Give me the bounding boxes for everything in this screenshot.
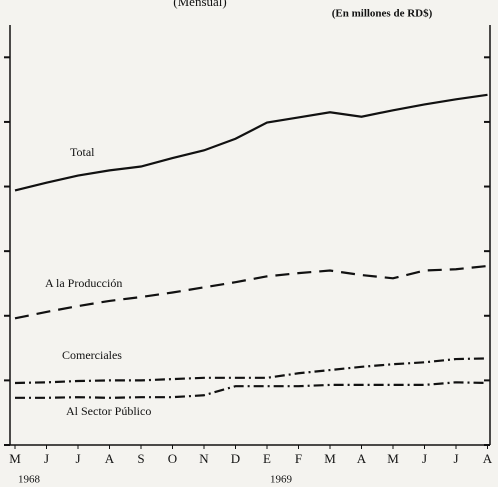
series-label: Al Sector Público: [66, 404, 151, 418]
x-tick-label: A: [483, 451, 493, 466]
x-tick-label: N: [199, 451, 209, 466]
x-tick-label: M: [387, 451, 399, 466]
x-tick-label: E: [263, 451, 271, 466]
line-series: [14, 357, 488, 385]
series-label: Comerciales: [62, 348, 122, 362]
chart-subtitle: (En millones de RD$): [332, 8, 433, 20]
x-tick-label: F: [295, 451, 302, 466]
x-tick-label: A: [105, 451, 115, 466]
line-series: [14, 264, 488, 320]
line-series: [14, 93, 488, 192]
x-tick-label: J: [44, 451, 49, 466]
x-tick-label: J: [453, 451, 458, 466]
year-label: 1968: [18, 474, 41, 486]
line-series: [15, 381, 488, 399]
year-label: 1969: [270, 474, 293, 486]
x-tick-label: J: [75, 451, 80, 466]
series-label: A la Producción: [45, 276, 122, 290]
x-tick-label: O: [168, 451, 177, 466]
x-tick-label: M: [324, 451, 336, 466]
x-tick-label: J: [422, 451, 427, 466]
x-tick-label: M: [9, 451, 21, 466]
x-tick-label: D: [231, 451, 240, 466]
x-tick-label: S: [137, 451, 144, 466]
series-label: Total: [70, 145, 95, 159]
chart-title: (Mensual): [173, 0, 226, 9]
x-tick-label: A: [357, 451, 367, 466]
